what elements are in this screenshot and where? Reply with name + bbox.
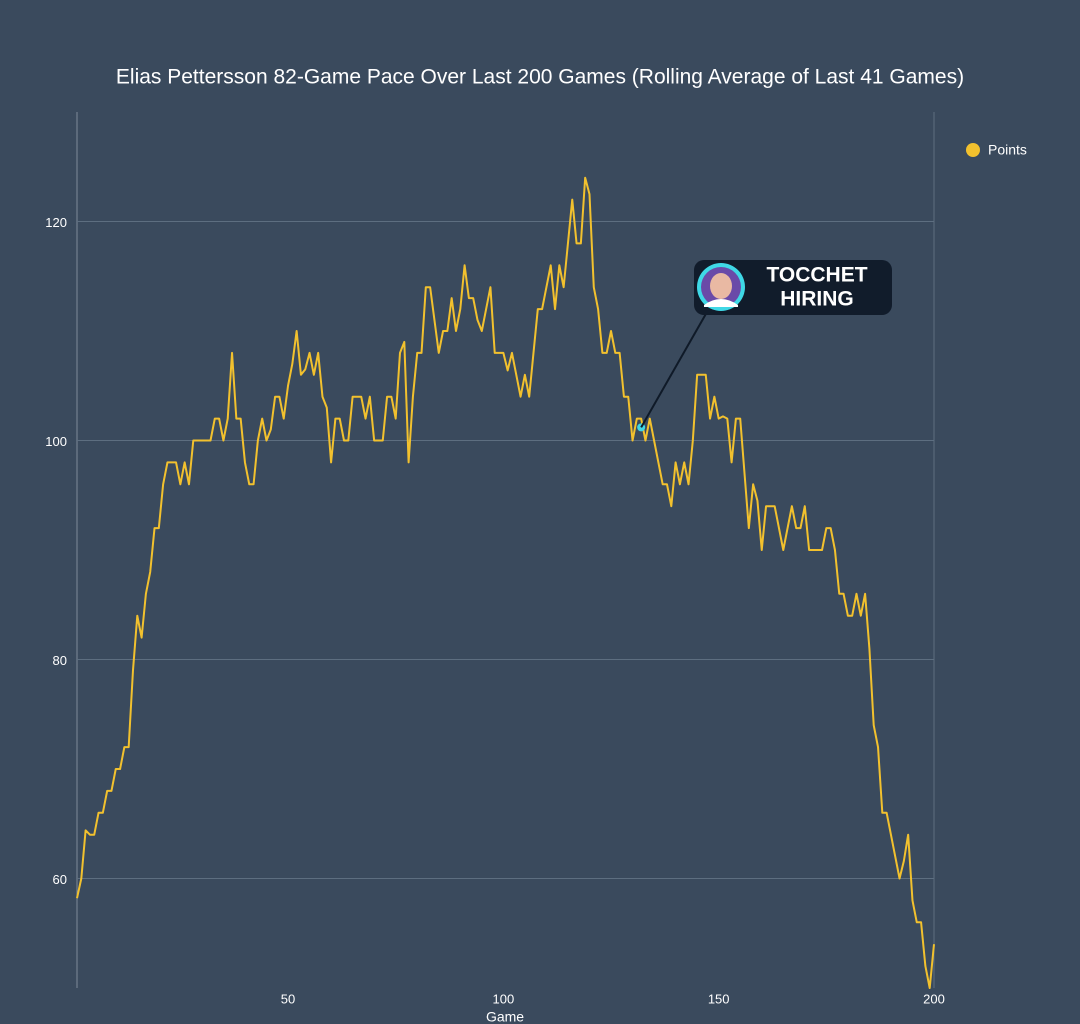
avatar-shirt [704,299,738,307]
annotation-box [694,260,892,315]
annotation-leader [640,311,708,428]
annotation-text: HIRING [780,288,854,311]
legend-swatch [966,143,980,157]
chart-title: Elias Pettersson 82-Game Pace Over Last … [116,66,964,89]
x-tick-label: 50 [281,991,295,1006]
y-tick-label: 120 [45,215,67,230]
annotation: TOCCHET HIRING [640,260,892,428]
y-tick-label: 80 [53,653,67,668]
y-tick-label: 60 [53,872,67,887]
legend-label: Points [988,142,1027,158]
annotation-text: TOCCHET [766,264,867,287]
x-tick-label: 200 [923,991,945,1006]
y-tick-label: 100 [45,434,67,449]
plot-area: 60 80 100 120 50 100 150 200 Points [45,142,1027,1007]
x-tick-label: 100 [492,991,514,1006]
x-tick-label: 150 [708,991,730,1006]
data-line [76,176,935,989]
avatar-face [710,273,732,299]
x-axis-label: Game [486,1009,524,1024]
